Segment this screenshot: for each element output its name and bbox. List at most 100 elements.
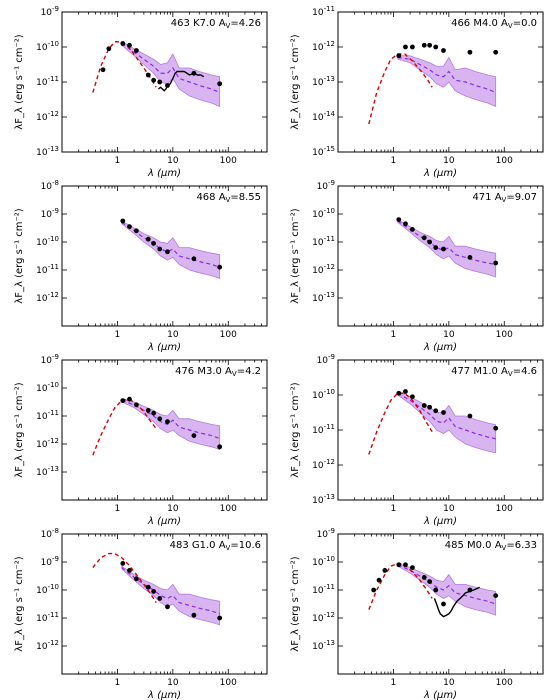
x-tick-label: 100 — [220, 330, 237, 340]
y-tick-label: 10-13 — [36, 145, 59, 158]
y-tick-label: 10-9 — [41, 207, 59, 220]
data-point — [127, 224, 132, 230]
data-point — [493, 49, 499, 55]
photosphere-line — [368, 53, 433, 125]
y-tick-label: 10-9 — [41, 353, 59, 366]
data-point — [409, 44, 415, 50]
data-point — [467, 587, 473, 593]
data-point — [151, 77, 157, 83]
y-tick-label: 10-11 — [312, 583, 335, 596]
x-tick-label: 1 — [115, 678, 121, 688]
y-tick-label: 10-12 — [312, 40, 335, 53]
x-tick-label: 10 — [443, 504, 455, 514]
data-point — [145, 72, 151, 78]
median-model-line — [121, 221, 220, 268]
sed-panel-476: 1 10 100 10-13 10-12 10-11 10-10 10-9 λ (μm) λF_λ… — [14, 353, 268, 527]
data-point — [191, 433, 197, 438]
y-axis-label: λF_λ (erg s⁻¹ cm⁻²) — [290, 382, 301, 477]
y-tick-label: 10-11 — [36, 75, 59, 88]
panel-annotation: 466 M4.0 AV=0.0 — [451, 18, 537, 30]
y-axis-label: λF_λ (erg s⁻¹ cm⁻²) — [14, 208, 25, 303]
y-tick-label: 10-10 — [36, 583, 59, 596]
data-point — [191, 612, 197, 618]
y-tick-label: 10-9 — [317, 353, 335, 366]
data-point — [106, 46, 112, 52]
median-model-line — [121, 567, 220, 615]
median-model-line — [121, 43, 220, 94]
plot-area — [368, 42, 499, 125]
data-point — [151, 410, 157, 416]
data-point — [191, 70, 197, 76]
data-point — [133, 48, 139, 53]
y-tick-label: 10-11 — [312, 235, 335, 248]
data-point — [133, 228, 139, 234]
x-tick-label: 100 — [220, 156, 237, 166]
y-tick-label: 10-12 — [36, 639, 59, 652]
x-tick-label: 1 — [391, 504, 397, 514]
x-tick-label: 100 — [220, 678, 237, 688]
data-point — [427, 42, 433, 48]
median-model-line — [397, 392, 496, 440]
x-tick-label: 100 — [496, 504, 513, 514]
model-band — [397, 55, 497, 108]
data-point — [133, 402, 139, 408]
data-point — [157, 246, 163, 252]
sed-panel-485: 1 10 100 10-13 10-12 10-11 10-10 10-9 λ (μm) λF_λ… — [290, 527, 544, 700]
panel-annotation: 471 AV=9.07 — [472, 192, 537, 204]
x-tick-label: 10 — [167, 156, 179, 166]
data-point — [145, 408, 151, 413]
x-axis-label: λ (μm) — [147, 516, 181, 527]
y-axis-label: λF_λ (erg s⁻¹ cm⁻²) — [14, 382, 25, 477]
data-point — [100, 67, 106, 73]
median-model-line — [397, 56, 496, 94]
data-point — [403, 44, 408, 50]
data-point — [396, 217, 402, 223]
y-axis-label: λF_λ (erg s⁻¹ cm⁻²) — [14, 556, 25, 651]
x-axis-label: λ (μm) — [423, 168, 457, 179]
x-tick-label: 10 — [443, 330, 455, 340]
y-tick-label: 10-14 — [312, 110, 335, 123]
data-point — [371, 587, 377, 593]
data-point — [396, 390, 402, 396]
plot-area — [368, 562, 499, 618]
x-axis-label: λ (μm) — [147, 690, 181, 700]
y-tick-label: 10-13 — [36, 465, 59, 478]
x-axis-label: λ (μm) — [147, 342, 181, 353]
y-tick-label: 10-11 — [36, 263, 59, 276]
x-tick-label: 1 — [115, 330, 121, 340]
sed-panel-463: 1 10 100 10-13 10-12 10-11 10-10 10-9 λ (μm) λF_λ… — [14, 5, 268, 179]
data-point — [191, 256, 197, 262]
y-axis-label: λF_λ (erg s⁻¹ cm⁻²) — [290, 208, 301, 303]
data-point — [493, 593, 499, 598]
data-point — [145, 584, 151, 590]
data-point — [421, 42, 427, 48]
median-model-line — [397, 564, 496, 605]
photosphere-line — [92, 552, 157, 603]
data-point — [151, 241, 157, 246]
data-point — [120, 398, 126, 403]
sed-panel-477: 1 10 100 10-13 10-12 10-11 10-10 10-9 λ (μm) λF_λ… — [290, 353, 544, 527]
y-tick-label: 10-10 — [312, 388, 335, 401]
data-point — [427, 404, 433, 410]
plot-frame — [337, 533, 544, 675]
plot-area — [92, 552, 223, 626]
y-tick-label: 10-12 — [312, 611, 335, 624]
data-point — [127, 568, 132, 573]
y-tick-label: 10-11 — [36, 409, 59, 422]
x-tick-label: 1 — [391, 330, 397, 340]
data-point — [403, 221, 408, 227]
plot-area — [368, 389, 499, 455]
median-model-line — [397, 220, 496, 265]
panel-annotation: 485 M0.0 AV=6.33 — [445, 540, 537, 552]
panel-annotation: 476 M3.0 AV=4.2 — [175, 366, 261, 378]
data-point — [421, 235, 427, 241]
y-tick-label: 10-8 — [41, 179, 59, 192]
plot-area — [396, 217, 499, 278]
model-band — [121, 565, 221, 626]
data-point — [433, 245, 439, 251]
data-point — [165, 604, 170, 610]
photosphere-line — [92, 41, 157, 93]
plot-area — [92, 396, 223, 456]
x-tick-label: 1 — [115, 504, 121, 514]
sed-panel-466: 1 10 100 10-15 10-14 10-13 10-12 10-11 λ (μm) λF_… — [290, 5, 544, 179]
